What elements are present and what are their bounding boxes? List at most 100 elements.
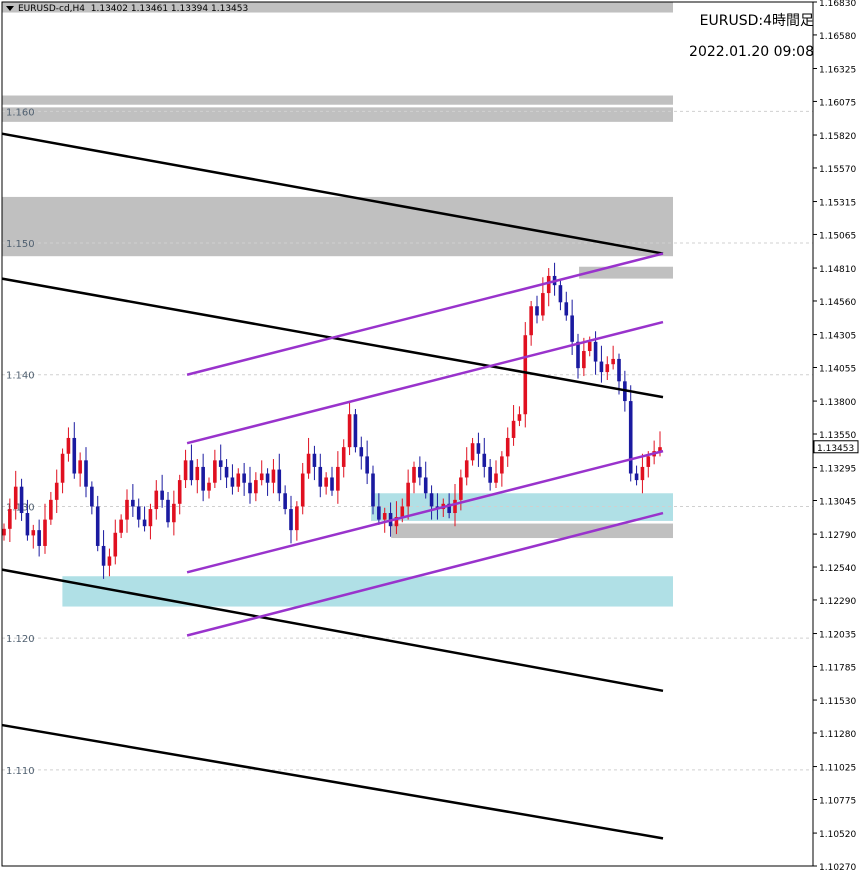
candle-body bbox=[289, 509, 293, 531]
candle-body bbox=[505, 437, 510, 457]
trendline bbox=[186, 320, 664, 445]
candle-body bbox=[406, 482, 410, 507]
candle-body bbox=[453, 499, 457, 514]
candle-body bbox=[447, 503, 451, 514]
candle-body bbox=[400, 506, 405, 517]
candle-body bbox=[60, 453, 65, 483]
candle-body bbox=[236, 473, 241, 487]
price-tick-label: 1.12290 bbox=[819, 597, 856, 607]
candle-body bbox=[189, 460, 194, 481]
candle-body bbox=[617, 358, 621, 382]
ohlc-values: 1.13402 1.13461 1.13394 1.13453 bbox=[90, 4, 249, 14]
candle-body bbox=[582, 351, 586, 369]
candle-body bbox=[295, 506, 299, 531]
candle-body bbox=[394, 516, 399, 527]
current-price-label: 1.13453 bbox=[817, 444, 854, 454]
candle-body bbox=[2, 528, 6, 536]
candles-layer bbox=[2, 262, 662, 579]
candle-body bbox=[576, 341, 580, 369]
candle-body bbox=[593, 341, 598, 362]
candle-body bbox=[312, 453, 317, 467]
candle-body bbox=[318, 466, 323, 487]
candle-body bbox=[371, 473, 375, 507]
candle-body bbox=[341, 447, 346, 467]
candle-body bbox=[306, 453, 311, 474]
zone-rect bbox=[2, 95, 673, 105]
zone-rect bbox=[62, 576, 673, 607]
trendline bbox=[1, 723, 664, 840]
candle-body bbox=[224, 466, 229, 478]
candle-body bbox=[541, 293, 545, 316]
price-tick-label: 1.12540 bbox=[819, 564, 856, 574]
candle-body bbox=[523, 335, 528, 415]
price-tick-label: 1.13800 bbox=[819, 398, 856, 408]
price-tick-label: 1.13295 bbox=[819, 465, 856, 475]
candle-body bbox=[8, 509, 12, 529]
candle-body bbox=[119, 519, 123, 533]
candle-body bbox=[464, 460, 469, 478]
candle-body bbox=[207, 482, 211, 491]
candle-body bbox=[271, 469, 276, 483]
price-tick-label: 1.13045 bbox=[819, 498, 856, 508]
candle-body bbox=[347, 414, 352, 448]
price-tick-label: 1.14560 bbox=[819, 298, 856, 308]
candle-body bbox=[142, 519, 147, 527]
candle-body bbox=[605, 364, 610, 373]
candle-body bbox=[148, 509, 153, 527]
price-tick-label: 1.11785 bbox=[819, 663, 856, 673]
candle-body bbox=[31, 530, 36, 536]
candle-body bbox=[324, 477, 328, 487]
price-tick-label: 1.15570 bbox=[819, 165, 856, 175]
price-tick-label: 1.10270 bbox=[819, 863, 856, 870]
candle-body bbox=[359, 447, 364, 457]
chart-header: EURUSD-cd,H4 1.13402 1.13461 1.13394 1.1… bbox=[6, 4, 248, 14]
candle-body bbox=[113, 532, 118, 557]
candle-body bbox=[13, 486, 18, 510]
level-label: 1.140 bbox=[6, 371, 35, 382]
candle-body bbox=[201, 466, 205, 491]
price-tick-label: 1.11280 bbox=[819, 730, 856, 740]
candle-body bbox=[476, 443, 481, 454]
zone-rect bbox=[2, 196, 673, 257]
candle-body bbox=[558, 285, 563, 303]
candle-body bbox=[259, 473, 264, 481]
candle-body bbox=[535, 306, 539, 316]
price-tick-label: 1.15065 bbox=[819, 231, 856, 241]
candle-body bbox=[470, 443, 475, 461]
candle-body bbox=[277, 469, 282, 494]
candle-body bbox=[90, 486, 94, 507]
candle-body bbox=[218, 460, 223, 467]
candle-body bbox=[423, 477, 428, 494]
level-label: 1.110 bbox=[6, 766, 35, 777]
overlay-title: EURUSD:4時間足 bbox=[699, 13, 814, 29]
candle-body bbox=[172, 503, 176, 523]
candle-body bbox=[377, 506, 381, 520]
candle-body bbox=[25, 513, 30, 536]
candle-body bbox=[570, 315, 574, 342]
candle-body bbox=[37, 530, 41, 546]
candle-body bbox=[336, 466, 340, 491]
candle-body bbox=[254, 480, 258, 494]
candle-body bbox=[230, 477, 235, 487]
candle-body bbox=[242, 473, 246, 483]
candle-body bbox=[429, 493, 434, 507]
price-tick-label: 1.11530 bbox=[819, 697, 856, 707]
candle-body bbox=[131, 499, 135, 507]
zone-rect bbox=[579, 266, 673, 279]
candle-body bbox=[517, 414, 522, 421]
price-tick-label: 1.14055 bbox=[819, 364, 856, 374]
candle-body bbox=[646, 456, 651, 467]
current-price-box bbox=[813, 440, 859, 454]
candle-body bbox=[195, 466, 200, 481]
price-tick-label: 1.16830 bbox=[819, 0, 856, 9]
overlay-datetime: 2022.01.20 09:08 bbox=[689, 44, 814, 60]
candle-body bbox=[330, 477, 334, 491]
candle-body bbox=[154, 490, 159, 510]
candle-body bbox=[353, 414, 358, 448]
candle-body bbox=[611, 358, 615, 365]
zone-rect bbox=[2, 107, 673, 122]
price-tick-label: 1.11025 bbox=[819, 764, 856, 774]
chevron-down-icon[interactable] bbox=[6, 6, 14, 11]
